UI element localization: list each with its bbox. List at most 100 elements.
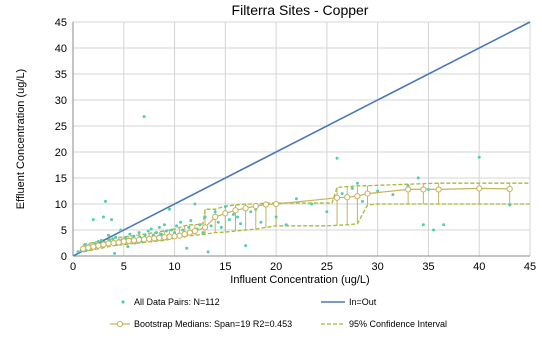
data-pair-point: [219, 225, 223, 229]
median-marker: [262, 201, 270, 208]
data-pair-point: [239, 222, 243, 226]
x-tick-label: 35: [422, 261, 434, 273]
data-pair-point: [274, 215, 278, 219]
median-marker: [333, 194, 341, 201]
x-tick-label: 45: [524, 261, 536, 273]
data-pair-point: [111, 237, 115, 241]
legend-item: In=Out: [321, 297, 377, 307]
data-pair-point: [340, 192, 344, 196]
data-pair-point: [421, 223, 425, 227]
data-pair-point: [99, 238, 103, 242]
median-marker: [95, 242, 102, 249]
median-marker: [146, 235, 153, 242]
data-pair-point: [391, 193, 395, 197]
y-tick-label: 40: [55, 43, 67, 55]
median-marker: [156, 234, 163, 241]
y-tick-label: 20: [55, 147, 67, 159]
data-pair-point: [114, 235, 118, 239]
data-pair-point: [157, 225, 161, 229]
median-marker: [222, 210, 229, 217]
data-pair-point: [76, 250, 80, 254]
legend-label: Bootstrap Medians: Span=19 R2=0.453: [134, 319, 292, 329]
data-pair-point: [189, 219, 193, 223]
median-marker: [135, 236, 143, 243]
data-pair-point: [213, 210, 217, 214]
data-pair-point: [142, 115, 146, 119]
x-tick-label: 25: [321, 261, 333, 273]
x-tick-label: 30: [372, 261, 384, 273]
data-pair-point: [83, 243, 87, 247]
data-pair-point: [187, 225, 191, 229]
median-marker: [242, 205, 249, 212]
median-marker: [115, 239, 122, 246]
median-marker: [166, 233, 173, 240]
data-pair-point: [284, 223, 288, 227]
data-pair-point: [107, 233, 111, 237]
x-tick-label: 5: [121, 261, 127, 273]
chart-title: Filterra Sites - Copper: [232, 2, 369, 18]
median-marker: [201, 224, 209, 231]
data-pair-point: [162, 223, 166, 227]
data-pair-point: [110, 218, 114, 222]
data-pair-point: [126, 245, 130, 249]
legend-label: 95% Confidence Interval: [349, 319, 447, 329]
y-tick-label: 15: [55, 173, 67, 185]
median-marker: [212, 213, 219, 221]
data-pair-point: [201, 231, 205, 235]
x-tick-label: 20: [270, 261, 282, 273]
x-axis-ticks: 0 5 10 15 20 25 30 35 40 45: [70, 261, 536, 273]
data-pair-point: [236, 215, 240, 219]
data-pair-point: [149, 227, 153, 231]
data-pair-point: [416, 176, 420, 180]
data-pair-point: [175, 224, 179, 228]
grid: [73, 21, 531, 256]
median-marker: [191, 227, 198, 235]
median-marker: [186, 229, 193, 236]
identity-line: [72, 21, 531, 257]
ci-lower-line: [83, 203, 530, 253]
data-pair-point: [244, 244, 248, 248]
data-pair-point: [360, 199, 364, 203]
median-marker: [171, 233, 178, 240]
median-marker: [506, 185, 513, 193]
data-pair-point: [227, 218, 231, 222]
data-pair-point: [124, 236, 128, 240]
median-marker: [140, 236, 148, 243]
median-marker: [161, 234, 168, 241]
legend-swatch: [121, 300, 125, 304]
data-pair-point: [101, 215, 105, 219]
y-tick-label: 45: [55, 17, 67, 29]
ci-upper-line: [83, 182, 530, 246]
median-marker: [344, 194, 351, 201]
data-pair-point: [167, 207, 171, 211]
median-marker: [435, 186, 442, 193]
median-marker: [90, 243, 97, 250]
data-pair-point: [249, 210, 253, 214]
data-pair-point: [185, 246, 189, 250]
data-pair-point: [355, 181, 359, 185]
data-pair-point: [432, 228, 436, 232]
data-pair-point: [203, 215, 207, 219]
data-pair-point: [96, 239, 100, 243]
data-pair-point: [209, 224, 213, 228]
data-pair-point: [91, 218, 95, 222]
y-tick-label: 10: [55, 199, 67, 211]
median-marker: [252, 202, 259, 210]
data-pair-point: [181, 228, 185, 232]
data-pair-point: [294, 197, 298, 201]
data-pair-point: [376, 189, 380, 193]
median-marker: [85, 244, 92, 251]
legend-item: 95% Confidence Interval: [321, 319, 447, 329]
legend-item: Bootstrap Medians: Span=19 R2=0.453: [110, 319, 292, 329]
data-pair-point: [113, 251, 117, 255]
y-tick-label: 5: [61, 225, 67, 237]
median-marker: [181, 231, 188, 238]
data-pair-point: [146, 229, 150, 233]
legend-label: In=Out: [349, 297, 377, 307]
median-marker: [100, 241, 107, 248]
legend: All Data Pairs: N=112 In=Out Bootstrap Med…: [110, 297, 447, 329]
y-tick-label: 25: [55, 121, 67, 133]
y-tick-label: 30: [55, 95, 67, 107]
data-pair-point: [198, 223, 202, 227]
legend-swatch-marker: [116, 320, 124, 328]
